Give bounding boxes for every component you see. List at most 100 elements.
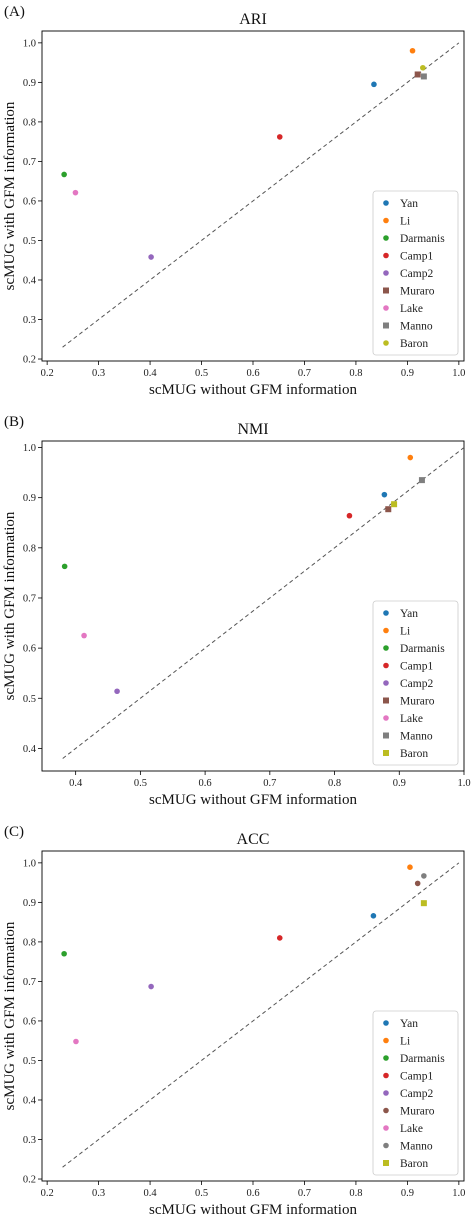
x-tick-label: 0.5 [134,778,147,789]
panel-label: (A) [4,4,25,20]
y-tick-label: 0.3 [23,1135,36,1146]
legend-label-camp1: Camp1 [400,251,433,263]
x-tick-label: 0.2 [41,1188,54,1199]
data-point-baron [420,900,427,907]
x-tick-label: 1.0 [452,1188,465,1199]
legend-marker-baron [383,750,389,756]
legend-label-manno: Manno [400,731,433,743]
y-tick-label: 0.5 [23,694,36,705]
x-tick-label: 0.6 [246,1188,259,1199]
data-point-baron [391,501,398,508]
data-point-lake [72,189,79,196]
plot-frame [41,440,465,772]
y-tick-label: 0.8 [23,117,36,128]
x-tick-label: 0.7 [263,778,276,789]
x-tick-label: 0.4 [144,368,158,379]
data-point-camp1 [276,134,283,140]
x-tick-label: 1.0 [457,778,470,789]
x-tick-label: 0.4 [69,778,83,789]
data-point-muraro [414,880,421,887]
y-tick-label: 1.0 [23,443,36,454]
chart-title: NMI [237,421,268,438]
legend-marker-camp2 [383,1090,389,1096]
x-tick-label: 0.6 [199,778,212,789]
legend-marker-li [383,627,389,634]
y-axis-label: scMUG with GFM information [2,511,18,700]
data-point-camp2 [148,983,154,990]
legend-marker-li [383,217,389,224]
y-axis-label: scMUG with GFM information [2,921,18,1110]
y-tick-label: 0.9 [23,493,36,504]
x-tick-label: 0.7 [298,1188,311,1199]
legend-box [372,190,459,356]
x-tick-label: 0.5 [195,368,208,379]
x-tick-label: 0.6 [246,368,259,379]
data-point-camp2 [148,254,154,260]
data-point-lake [73,1038,79,1045]
panel-label: (C) [4,824,24,840]
x-tick-label: 0.9 [401,368,414,379]
legend-marker-lake [383,715,389,721]
x-tick-label: 0.3 [92,1188,105,1199]
y-tick-label: 0.6 [23,1016,36,1027]
legend-marker-baron [383,1160,389,1166]
data-point-baron [420,64,426,71]
x-tick-label: 1.0 [452,368,465,379]
x-tick-label: 0.2 [41,368,54,379]
legend-marker-lake [383,305,389,311]
data-point-li [407,864,413,871]
y-tick-label: 0.7 [23,593,36,604]
legend-marker-lake [383,1125,389,1131]
legend-label-camp2: Camp2 [400,1088,433,1100]
legend-label-baron: Baron [400,748,428,760]
data-point-darmanis [61,171,67,178]
legend-label-yan: Yan [400,198,418,210]
diagonal-reference-line [62,42,460,348]
legend-label-baron: Baron [400,338,428,350]
data-point-darmanis [61,563,68,570]
legend-marker-li [383,1037,389,1044]
legend-box [372,600,459,766]
y-tick-label: 1.0 [23,858,36,869]
legend-label-li: Li [400,216,410,228]
legend-marker-darmanis [383,235,389,241]
legend-marker-baron [383,340,389,346]
legend-label-darmanis: Darmanis [400,233,445,245]
y-tick-label: 0.5 [23,236,36,247]
legend-label-camp2: Camp2 [400,678,433,690]
x-tick-label: 0.7 [298,368,311,379]
x-axis-label: scMUG without GFM information [149,1202,357,1218]
x-tick-label: 0.4 [144,1188,158,1199]
legend-marker-darmanis [383,1055,389,1061]
y-tick-label: 0.9 [23,898,36,909]
chart-acc: (C) ACC 0.2 0.3 0.4 0.5 0.6 0.7 0.8 0.9 1.0 0.2 0.3 0… [2,824,465,1218]
legend-label-muraro: Muraro [400,696,435,708]
data-point-yan [370,913,377,919]
data-point-yan [371,81,377,88]
legend-marker-camp1 [383,1072,389,1079]
y-tick-label: 0.2 [23,1175,36,1186]
y-tick-label: 0.6 [23,644,36,655]
x-tick-label: 0.8 [349,1188,362,1199]
x-tick-label: 0.9 [401,1188,414,1199]
legend-marker-camp2 [383,680,389,686]
legend-label-camp1: Camp1 [400,661,433,673]
legend-label-baron: Baron [400,1158,428,1170]
legend-label-darmanis: Darmanis [400,643,445,655]
data-point-li [407,454,414,461]
legend-label-li: Li [400,626,410,638]
y-tick-label: 0.7 [23,157,36,168]
legend-marker-muraro [383,1107,389,1114]
chart-title: ACC [237,831,270,848]
legend-marker-yan [383,200,389,206]
legend-label-camp1: Camp1 [400,1071,433,1083]
x-tick-label: 0.3 [92,368,105,379]
legend-label-manno: Manno [400,321,433,333]
legend-marker-camp2 [383,270,389,276]
y-tick-label: 0.7 [23,977,36,988]
legend-label-muraro: Muraro [400,286,435,298]
legend-label-lake: Lake [400,713,423,725]
legend-marker-camp1 [383,252,389,259]
legend-box [372,1010,459,1176]
legend-label-darmanis: Darmanis [400,1053,445,1065]
